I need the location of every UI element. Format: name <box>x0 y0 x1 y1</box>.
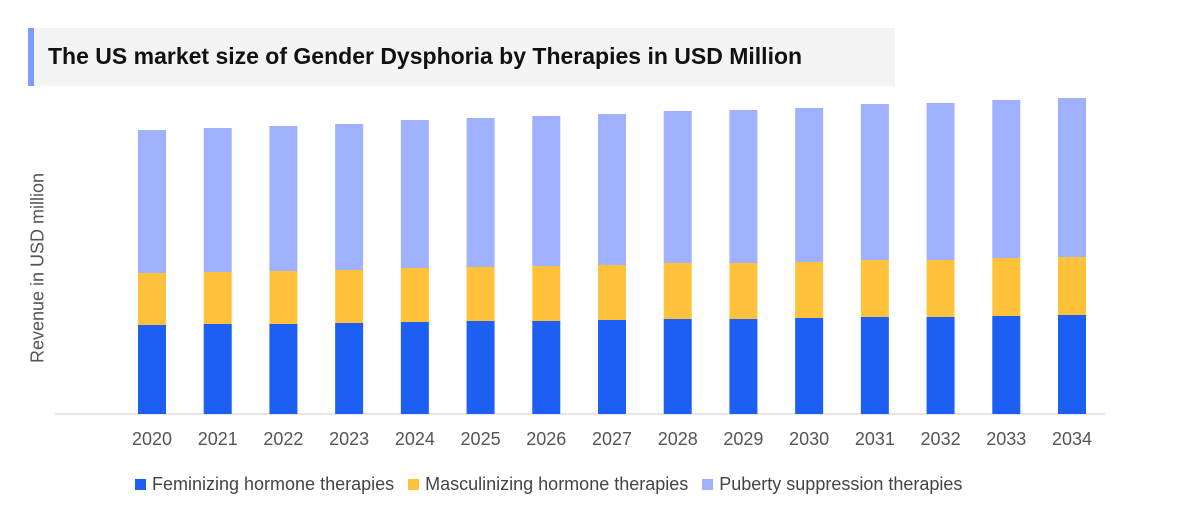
bar-segment <box>269 126 298 271</box>
x-tick-label: 2027 <box>592 429 632 449</box>
bar-segment <box>400 268 429 322</box>
x-tick-label: 2023 <box>329 429 369 449</box>
bar-segment <box>729 110 758 263</box>
bar-segment <box>203 128 232 272</box>
x-tick-label: 2032 <box>921 429 961 449</box>
x-tick-label: 2028 <box>658 429 698 449</box>
bar-segment <box>466 267 495 321</box>
bar-segment <box>466 118 495 267</box>
bar-segment <box>598 320 626 414</box>
bar-segment <box>532 321 561 414</box>
bar-segment <box>466 321 495 414</box>
x-tick-label: 2025 <box>461 429 501 449</box>
chart-title: The US market size of Gender Dysphoria b… <box>48 43 803 69</box>
bar-segment <box>926 103 955 260</box>
bar-segment <box>795 318 824 414</box>
bar-segment <box>663 319 692 414</box>
x-tick-label: 2024 <box>395 429 435 449</box>
bar-segment <box>795 108 824 262</box>
legend-swatch <box>135 479 146 490</box>
bar-segment <box>795 262 824 318</box>
legend-swatch <box>702 479 714 490</box>
x-tick-label: 2033 <box>986 429 1026 449</box>
bar-segment <box>532 266 561 321</box>
bar-segment <box>203 324 232 414</box>
legend-item: Puberty suppression therapies <box>702 474 962 495</box>
bar-segment <box>1058 98 1086 257</box>
bar-segment <box>1058 315 1086 414</box>
bar-segment <box>860 104 889 260</box>
bar-segment <box>598 114 626 265</box>
bar-segment <box>992 258 1021 316</box>
x-tick-label: 2021 <box>198 429 238 449</box>
bar-segment <box>138 130 166 273</box>
bar-segment <box>269 324 298 414</box>
title-box: The US market size of Gender Dysphoria b… <box>28 28 895 86</box>
bar-segment <box>598 265 626 320</box>
bar-segment <box>335 323 364 414</box>
x-tick-label: 2020 <box>132 429 172 449</box>
bar-segment <box>532 116 561 266</box>
bar-segment <box>138 325 166 414</box>
bar-segment <box>663 263 692 319</box>
bar-segment <box>926 317 955 414</box>
legend-item: Feminizing hormone therapies <box>135 474 394 495</box>
legend-label: Puberty suppression therapies <box>719 474 963 494</box>
bar-segment <box>400 120 429 268</box>
bar-segment <box>926 260 955 317</box>
x-tick-label: 2022 <box>263 429 303 449</box>
bar-segment <box>400 322 429 414</box>
bar-segment <box>335 124 364 270</box>
legend-label: Masculinizing hormone therapies <box>425 474 689 494</box>
bar-segment <box>992 316 1021 414</box>
x-tick-label: 2030 <box>789 429 829 449</box>
legend-item: Masculinizing hormone therapies <box>408 474 688 495</box>
bar-segment <box>860 260 889 317</box>
legend-label: Feminizing hormone therapies <box>152 474 395 494</box>
legend-swatch <box>408 479 420 490</box>
bar-segment <box>992 100 1021 258</box>
bar-segment <box>1058 257 1086 315</box>
x-tick-label: 2026 <box>526 429 566 449</box>
bar-segment <box>729 263 758 319</box>
x-tick-label: 2029 <box>723 429 763 449</box>
x-tick-label: 2034 <box>1052 429 1092 449</box>
bar-segment <box>729 319 758 414</box>
legend: Feminizing hormone therapies Masculinizi… <box>135 474 962 495</box>
bar-segment <box>860 317 889 414</box>
bar-segment <box>269 271 298 324</box>
bar-segment <box>335 270 364 323</box>
bar-segment <box>203 272 232 324</box>
bar-segment <box>663 111 692 263</box>
x-tick-label: 2031 <box>855 429 895 449</box>
bar-segment <box>138 273 166 325</box>
